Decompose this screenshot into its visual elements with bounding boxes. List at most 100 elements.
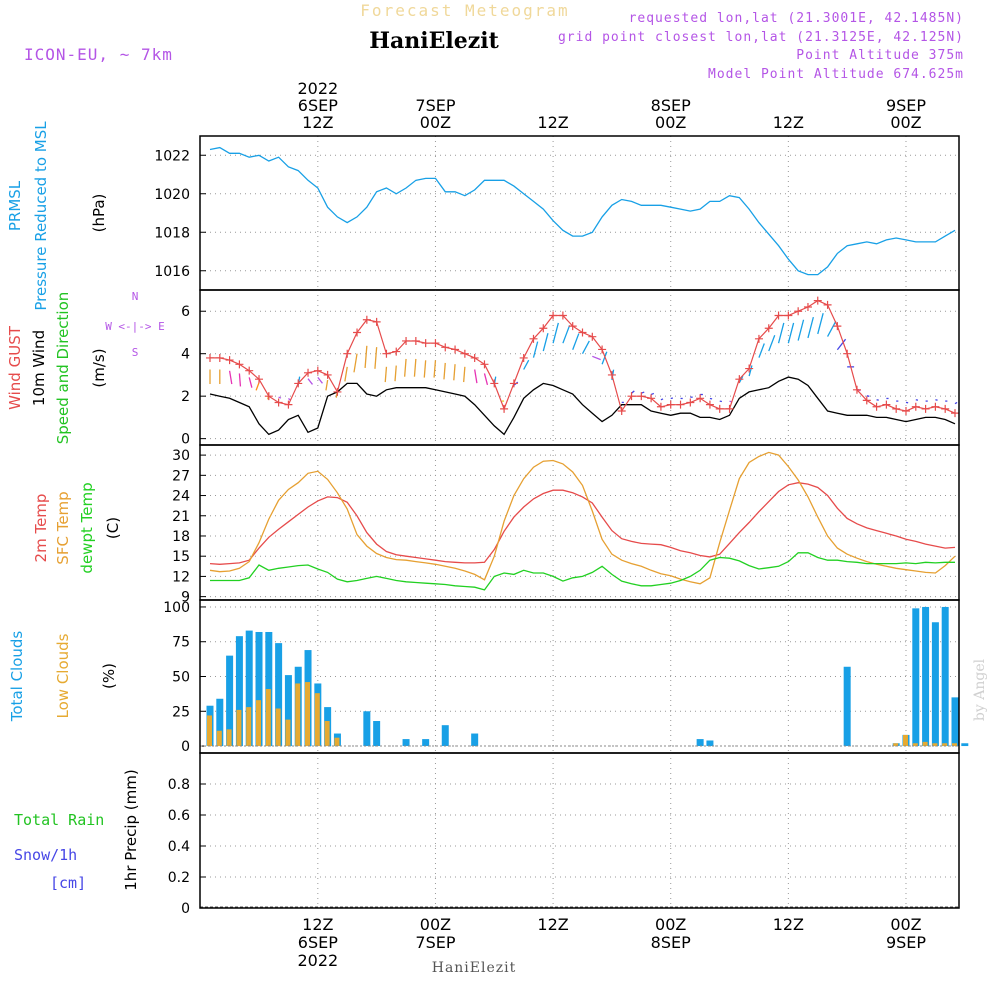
gust-marker [549, 311, 558, 320]
gust-marker [500, 404, 509, 413]
y-tick-label: 0 [181, 432, 190, 448]
y-tick-label: 100 [163, 600, 190, 616]
wind-direction-arrow [255, 382, 260, 391]
y-tick-label: 2 [181, 389, 190, 405]
low-clouds-bar [334, 737, 340, 747]
low-clouds-bar [314, 693, 320, 747]
wind-direction-arrow [307, 378, 313, 385]
y-tick-label: 0.4 [168, 839, 190, 855]
y-tick-label: 75 [172, 635, 190, 651]
top-time-label: 12Z [773, 113, 804, 132]
pressure-unit: (hPa) [90, 194, 108, 233]
gust-marker [666, 400, 675, 409]
y-tick-label: 0 [181, 901, 190, 917]
gust-marker [852, 385, 861, 394]
gust-marker [774, 311, 783, 320]
gust-marker [921, 404, 930, 413]
point-altitude: Point Altitude 375m [796, 48, 964, 63]
top-time-label: 8SEP [651, 96, 691, 115]
y-tick-label: 1022 [154, 148, 190, 164]
gust-marker [725, 404, 734, 413]
gust-marker [627, 392, 636, 401]
wind-direction-arrow [344, 366, 348, 382]
wind-direction-arrow [463, 366, 466, 383]
bottom-time-label: 12Z [302, 915, 333, 934]
wind-direction-arrow [572, 333, 580, 350]
wind-direction-arrow [238, 373, 242, 387]
gust-marker [764, 324, 773, 333]
pressure-label-msl: Pressure Reduced to MSL [32, 121, 50, 311]
gust-marker [431, 339, 440, 348]
total-clouds-bar [216, 698, 224, 747]
wind-direction-arrow [562, 325, 571, 344]
bottom-time-label: 8SEP [651, 933, 691, 952]
gust-marker [617, 407, 626, 416]
low-clouds-bar [216, 730, 222, 747]
gust-marker [343, 349, 352, 358]
gust-marker [460, 349, 469, 358]
low-clouds-bar [305, 682, 311, 747]
panel-temperature: 9 12 15 18 21 24 27 30 [172, 444, 960, 606]
rain-label: Total Rain [14, 811, 104, 829]
gust-marker [911, 402, 920, 411]
pressure-label-prmsl: PRMSL [6, 180, 24, 231]
total-clouds-bar [931, 622, 939, 747]
y-tick-label: 21 [172, 509, 190, 525]
wind-direction-arrow [453, 364, 456, 381]
panel-frame [199, 752, 960, 909]
bottom-time-label: 9SEP [886, 933, 926, 952]
total-clouds-bar [843, 666, 851, 747]
y-tick-label: 24 [172, 489, 190, 505]
wind-direction-arrow [542, 332, 549, 352]
bottom-time-label: 00Z [655, 915, 686, 934]
compass-n: N [132, 290, 139, 303]
footer-name: HaniElezit [432, 960, 517, 976]
series-line-sfc-temp [209, 451, 956, 585]
gust-marker [872, 402, 881, 411]
gust-marker [607, 370, 616, 379]
wind-direction-arrow [413, 358, 417, 377]
gust-marker [402, 336, 411, 345]
series-line-wind-gust [210, 299, 956, 414]
low-clouds-bar [275, 708, 281, 747]
low-clouds-bar [942, 743, 948, 747]
gust-marker [480, 360, 489, 369]
requested-lonlat: requested lon,lat (21.3001E, 42.1485N) [629, 11, 964, 26]
low-clouds-bar [207, 715, 212, 747]
gust-marker [931, 402, 940, 411]
series-line-dewpt-temp [210, 552, 955, 591]
wind-direction-arrow [443, 362, 446, 380]
wind-direction-arrow [483, 373, 489, 386]
snow-label: Snow/1h [14, 846, 77, 864]
total-clouds-bar [275, 643, 283, 747]
low-clouds-bar [285, 719, 291, 747]
panel-clouds: 0 25 50 75 100 [163, 599, 969, 755]
gust-marker [304, 368, 313, 377]
gust-marker [578, 328, 587, 337]
gust-marker [333, 387, 342, 396]
panel-wind: 0 2 4 6 [181, 289, 960, 448]
bottom-time-label: 12Z [537, 915, 568, 934]
total-clouds-bar [245, 630, 253, 747]
gust-marker [588, 332, 597, 341]
y-tick-label: 9 [181, 590, 190, 606]
precip-label: 1hr Precip (mm) [122, 769, 140, 890]
wind-direction-arrow [826, 320, 837, 337]
y-tick-label: 6 [181, 304, 190, 320]
gust-marker [862, 396, 871, 405]
gust-marker [362, 315, 371, 324]
gust-marker [656, 402, 665, 411]
gust-marker [441, 343, 450, 352]
gust-marker [372, 317, 381, 326]
gust-marker [705, 400, 714, 409]
wind-direction-arrow [384, 366, 388, 383]
total-clouds-bar [226, 655, 234, 747]
gust-marker [696, 394, 705, 403]
y-tick-label: 1020 [154, 187, 190, 203]
gust-marker [313, 366, 322, 375]
wind-direction-arrow [374, 347, 378, 369]
temp-label-2m: 2m Temp [32, 494, 50, 563]
total-clouds-bar [941, 606, 949, 747]
total-clouds-bar [471, 733, 479, 747]
y-tick-label: 0 [181, 739, 190, 755]
